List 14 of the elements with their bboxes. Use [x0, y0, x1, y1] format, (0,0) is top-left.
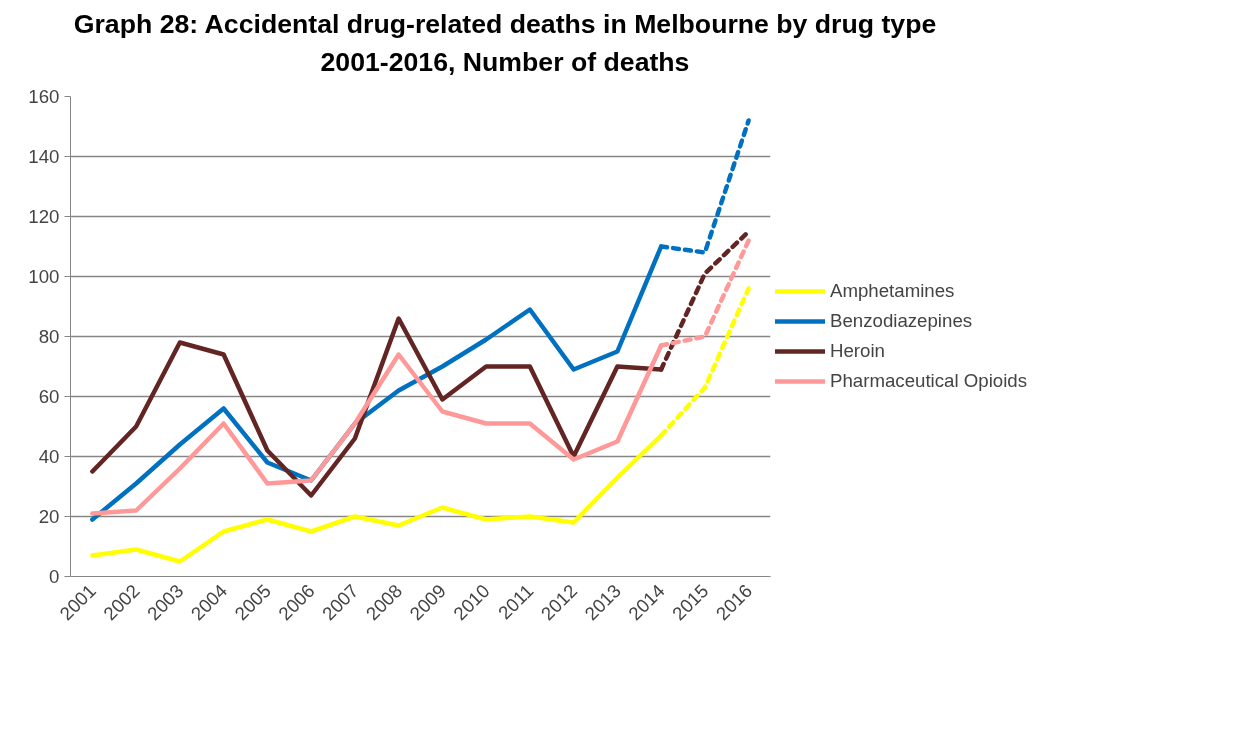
- y-tick-label: 100: [28, 266, 60, 288]
- chart-title: Graph 28: Accidental drug-related deaths in Melbourne by drug type 2001-2016, Number of deaths: [72, 8, 938, 80]
- y-tick-label: 20: [38, 506, 60, 528]
- y-tick-label: 0: [49, 566, 60, 588]
- legend-label: Heroin: [830, 340, 885, 363]
- legend-label: Amphetamines: [830, 280, 955, 303]
- legend-label: Benzodiazepines: [830, 310, 973, 333]
- y-tick-label: 160: [28, 86, 60, 108]
- y-tick-label: 140: [28, 146, 60, 168]
- legend-label: Pharmaceutical Opioids: [830, 370, 1028, 393]
- y-tick-label: 60: [38, 386, 60, 408]
- y-tick-label: 40: [38, 446, 60, 468]
- y-tick-label: 80: [38, 326, 60, 348]
- y-tick-label: 120: [28, 206, 60, 228]
